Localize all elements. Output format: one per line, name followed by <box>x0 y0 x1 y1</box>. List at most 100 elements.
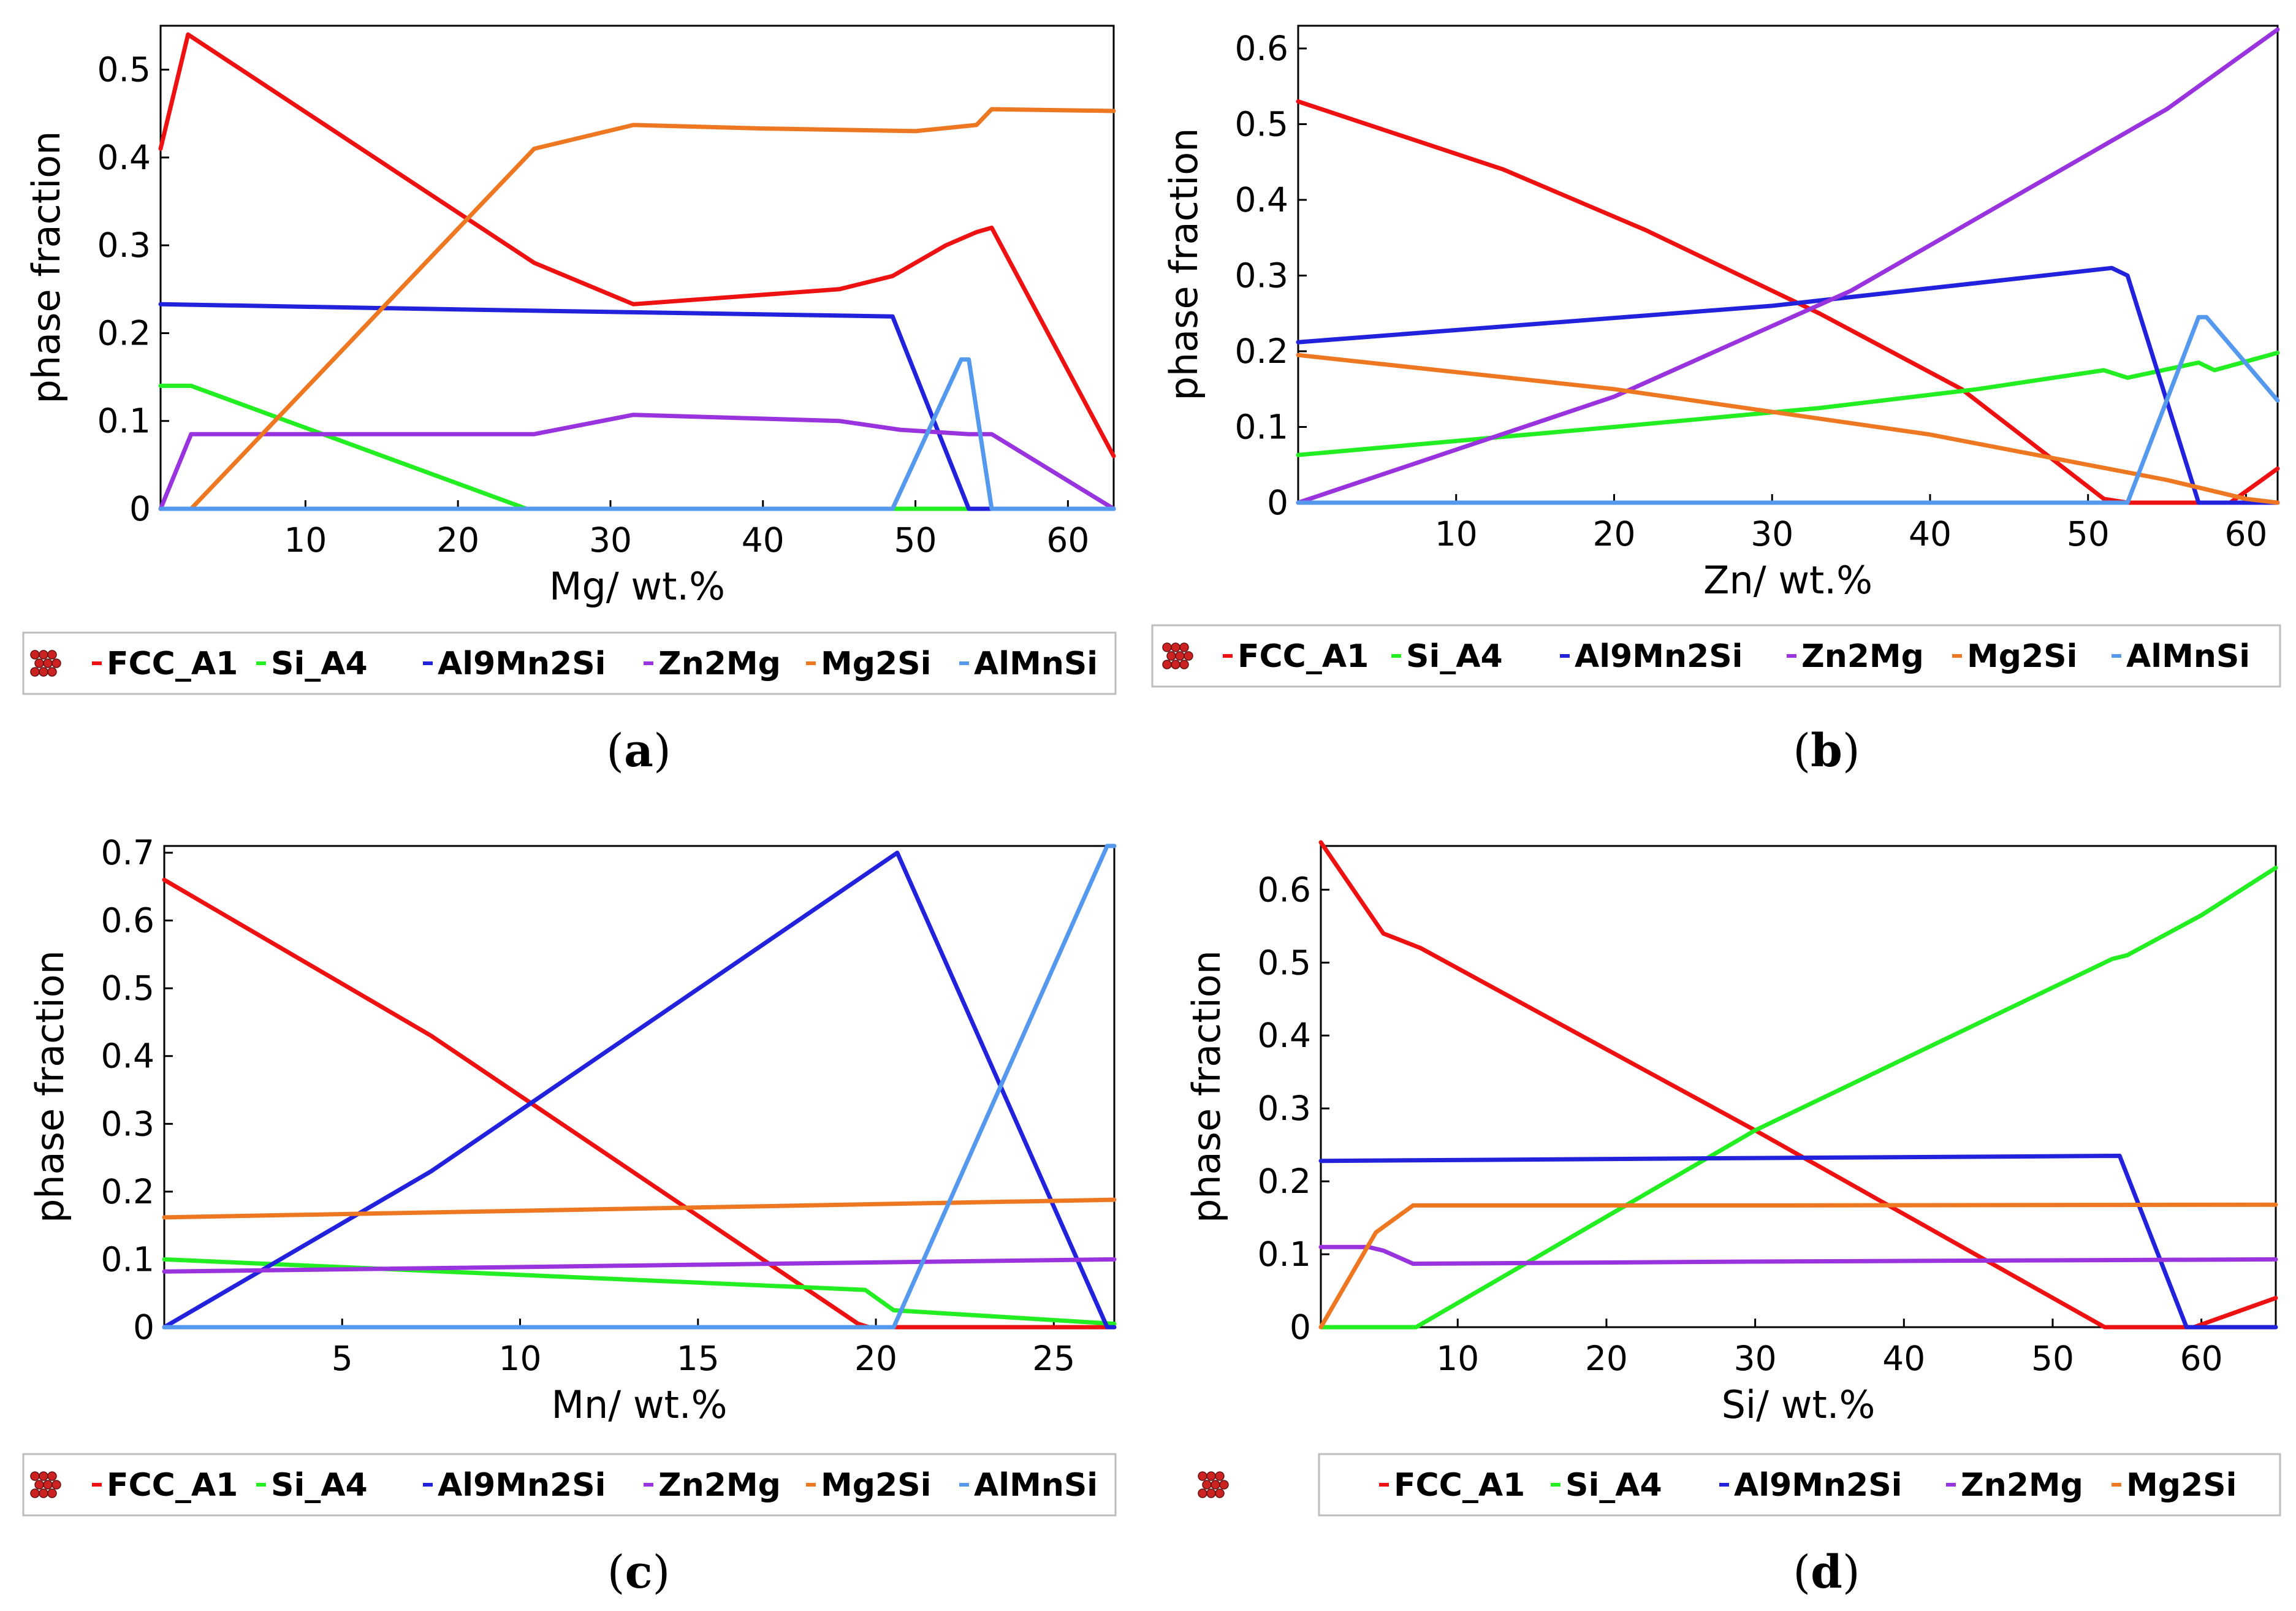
y-tick-label: 0.2 <box>1235 332 1288 371</box>
y-tick-label: 0.2 <box>1258 1162 1311 1201</box>
x-tick-label: 10 <box>1436 1339 1479 1378</box>
y-tick-label: 0.5 <box>97 50 151 90</box>
panel-label: (a) <box>606 725 671 777</box>
panel-d: 0 0.1 0.2 0.3 0.4 0.5 0.6 10 20 30 40 50 60 Si/ wt.% p… <box>1184 840 2281 1599</box>
legend-label: Zn2Mg <box>1961 1467 2083 1504</box>
x-tick-label: 30 <box>1751 514 1793 554</box>
plot-area-b <box>1297 25 2279 504</box>
legend-label: Si_A4 <box>1406 638 1503 675</box>
y-tick-label: 0.1 <box>1258 1235 1311 1274</box>
legend-label: Al9Mn2Si <box>1734 1467 1902 1504</box>
plot-area-d <box>1320 845 2277 1328</box>
x-tick-label: 30 <box>589 520 632 560</box>
series-line-si-a4 <box>1296 351 2280 457</box>
y-tick-label: 0.2 <box>101 1172 154 1211</box>
legend-label: Al9Mn2Si <box>438 1467 606 1504</box>
series-line-mg2si <box>158 107 1116 511</box>
x-axis-label: Mg/ wt.% <box>549 564 725 609</box>
series-line-almnsi <box>158 357 1116 511</box>
y-tick-label: 0.5 <box>101 969 154 1008</box>
legend-label: Mg2Si <box>2126 1467 2237 1504</box>
plot-area-c <box>163 845 1116 1328</box>
legend-label: AlMnSi <box>974 646 1098 682</box>
legend-label: Mg2Si <box>1967 638 2077 675</box>
panel-label: (d) <box>1793 1546 1860 1599</box>
legend-label: FCC_A1 <box>1394 1467 1525 1504</box>
legend-label: AlMnSi <box>974 1467 1098 1504</box>
panel-b: 0 0.1 0.2 0.3 0.4 0.5 0.6 10 20 30 40 50 60 Zn/ wt.% p… <box>1151 25 2281 777</box>
y-axis-label: phase fraction <box>24 131 69 404</box>
x-axis-label: Mn/ wt.% <box>551 1382 727 1427</box>
legend-box <box>1151 624 2281 688</box>
series-line-zn2mg <box>162 1257 1117 1274</box>
x-tick-label: 50 <box>894 520 937 560</box>
y-tick-label: 0.7 <box>101 833 154 872</box>
x-tick-label: 10 <box>499 1339 542 1378</box>
panel-a: 0 0.1 0.2 0.3 0.4 0.5 10 20 30 40 50 60 Mg/ wt.% phas… <box>22 25 1117 777</box>
x-tick-label: 40 <box>742 520 785 560</box>
x-tick-label: 20 <box>1585 1339 1628 1378</box>
legend-label: Si_A4 <box>1565 1467 1662 1504</box>
legend-box <box>22 1453 1117 1517</box>
y-tick-label: 0.4 <box>97 138 151 177</box>
plot-area-a <box>159 25 1115 510</box>
y-tick-label: 0 <box>133 1308 154 1347</box>
legend-box <box>22 631 1117 695</box>
legend-label: Zn2Mg <box>658 1467 781 1504</box>
legend-label: FCC_A1 <box>1237 638 1369 675</box>
series-line-zn2mg <box>1318 1244 2278 1266</box>
y-tick-label: 0.6 <box>1258 870 1311 909</box>
panel-label: (c) <box>607 1546 671 1599</box>
series-line-zn2mg <box>158 413 1116 511</box>
y-axis-label: phase fraction <box>1184 950 1229 1223</box>
y-tick-label: 0.2 <box>97 313 151 352</box>
x-tick-label: 20 <box>854 1339 897 1378</box>
y-tick-label: 0.4 <box>1258 1016 1311 1055</box>
legend-label: AlMnSi <box>2126 638 2250 675</box>
series-line-si-a4 <box>162 1257 1117 1326</box>
x-tick-label: 60 <box>2224 514 2267 554</box>
series-line-mg2si <box>1318 1202 2278 1330</box>
y-axis-label: phase fraction <box>1161 128 1206 401</box>
atom-cluster-icon <box>1198 1471 1229 1498</box>
x-tick-label: 15 <box>677 1339 720 1378</box>
x-tick-label: 50 <box>2031 1339 2074 1378</box>
y-tick-label: 0.3 <box>97 226 151 265</box>
x-tick-label: 20 <box>1592 514 1635 554</box>
series-line-al9mn2si <box>1296 265 2280 505</box>
series-line-al9mn2si <box>162 850 1117 1330</box>
x-tick-label: 50 <box>2067 514 2110 554</box>
y-tick-label: 0 <box>1267 483 1288 522</box>
series-line-zn2mg <box>1296 27 2280 505</box>
legend-label: Zn2Mg <box>1801 638 1924 675</box>
series-line-mg2si <box>162 1197 1117 1220</box>
series-line-mg2si <box>1296 352 2280 505</box>
y-tick-label: 0.5 <box>1258 943 1311 982</box>
x-tick-label: 60 <box>1046 520 1089 560</box>
x-tick-label: 30 <box>1734 1339 1777 1378</box>
x-tick-label: 20 <box>436 520 479 560</box>
series-line-al9mn2si <box>1318 1154 2278 1330</box>
legend-label: FCC_A1 <box>107 1467 238 1504</box>
y-tick-label: 0.5 <box>1235 105 1288 144</box>
y-tick-label: 0.3 <box>1235 256 1288 295</box>
y-tick-label: 0 <box>1290 1308 1311 1347</box>
y-tick-label: 0.6 <box>1235 29 1288 68</box>
series-line-fcc-a1 <box>158 32 1116 459</box>
panel-c: 0 0.1 0.2 0.3 0.4 0.5 0.6 0.7 5 10 15 20 25 Mn/ wt.% p… <box>22 833 1117 1599</box>
legend-label: Mg2Si <box>821 646 931 682</box>
y-tick-label: 0.3 <box>1258 1089 1311 1128</box>
x-tick-label: 25 <box>1032 1339 1075 1378</box>
y-tick-label: 0.1 <box>1235 408 1288 447</box>
series-line-fcc-a1 <box>162 877 1117 1330</box>
legend-label: Mg2Si <box>821 1467 931 1504</box>
legend-label: Si_A4 <box>271 1467 368 1504</box>
atom-cluster-icon <box>1162 642 1193 669</box>
legend-label: Al9Mn2Si <box>1575 638 1743 675</box>
legend-label: Zn2Mg <box>658 646 781 682</box>
x-axis-label: Zn/ wt.% <box>1703 558 1872 603</box>
panel-label: (b) <box>1793 725 1860 777</box>
atom-cluster-icon <box>30 1471 61 1498</box>
x-tick-label: 60 <box>2180 1339 2223 1378</box>
